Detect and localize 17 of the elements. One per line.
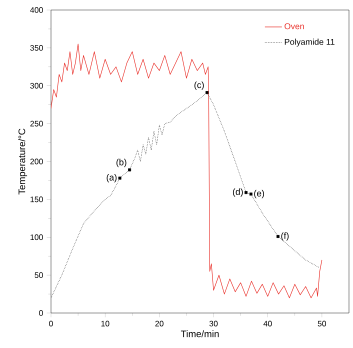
legend-label: Polyamide 11: [284, 38, 334, 47]
x-axis-title: Time/min: [180, 330, 219, 338]
point: [276, 235, 280, 238]
annotation: (a): [106, 174, 117, 182]
annotation: (f): [281, 232, 289, 241]
y-axis-title: Temperature/°C: [18, 128, 28, 194]
annotation: (c): [194, 82, 204, 90]
line-series: [51, 92, 320, 298]
point: [249, 192, 252, 196]
point: [128, 168, 132, 172]
point: [206, 91, 209, 94]
annotation: (d): [232, 188, 243, 197]
annotation: (b): [116, 158, 126, 168]
point: [244, 191, 248, 194]
annotation: (e): [254, 190, 264, 198]
point: [118, 176, 122, 180]
legend-label: Oven: [284, 23, 304, 30]
